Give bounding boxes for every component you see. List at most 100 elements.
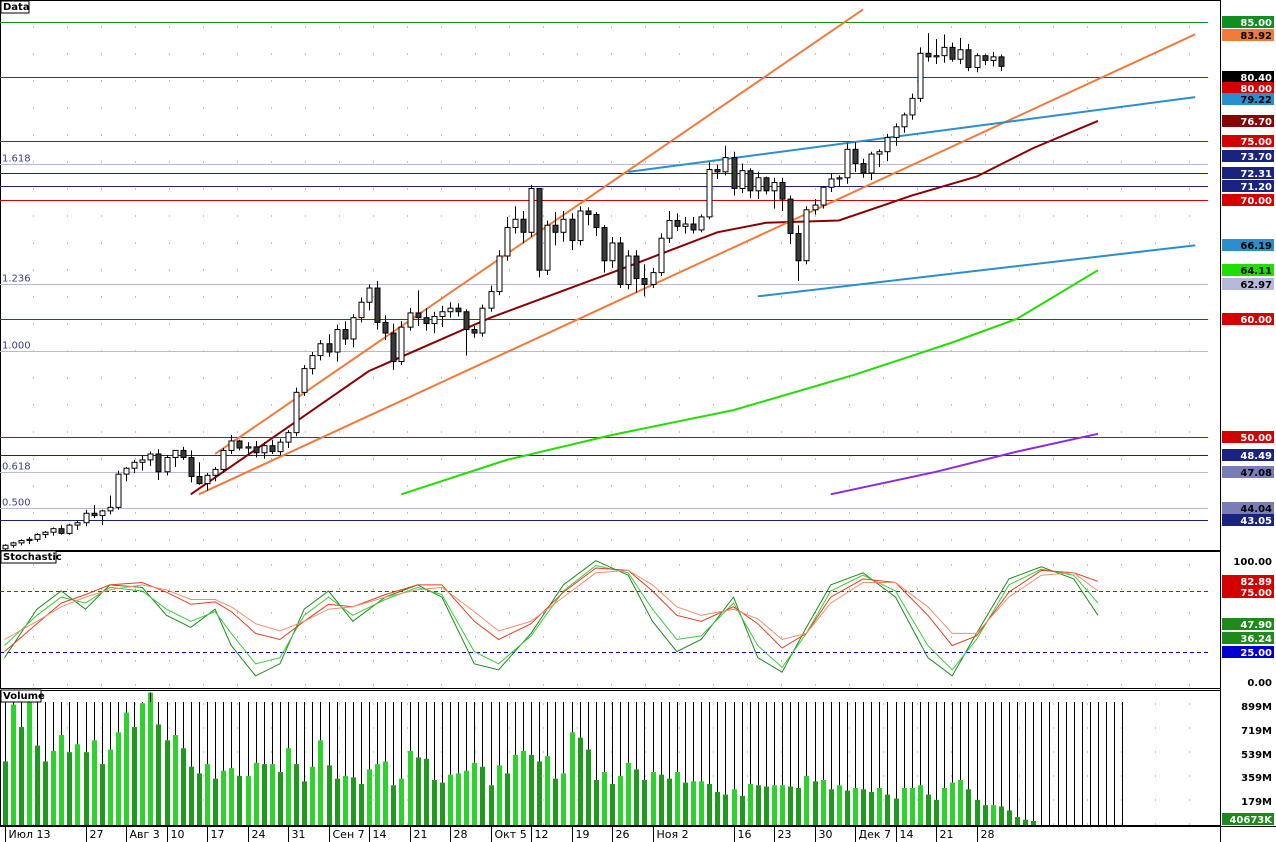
volume-bar (902, 787, 907, 825)
volume-bar (456, 773, 461, 825)
value-tag-box (1222, 466, 1274, 478)
value-tag-box (1222, 771, 1274, 783)
value-tag-label: 47.90 (1240, 620, 1272, 631)
candle-body (755, 177, 762, 192)
moving-average-line (401, 269, 1099, 496)
candle-body (512, 218, 519, 229)
candle-body (641, 278, 648, 285)
candle-body (439, 311, 446, 317)
candle-body (99, 510, 106, 517)
volume-bar (440, 782, 445, 825)
candle-body (771, 182, 778, 192)
volume-bar (578, 737, 583, 825)
value-tag-box (1222, 115, 1274, 127)
date-tick-label: 17 (211, 828, 225, 841)
value-tag-label: 47.08 (1240, 468, 1272, 479)
candle-body (326, 343, 333, 353)
stochastic-line (4, 564, 1099, 671)
value-tag-box (1222, 700, 1274, 712)
volume-bar (521, 750, 526, 825)
volume-bar (699, 781, 704, 825)
value-tag-label: 75.00 (1240, 588, 1272, 599)
value-tag-box (1222, 194, 1274, 206)
volume-bar (116, 732, 121, 825)
candle-body (552, 224, 559, 233)
value-tag-label: 60.00 (1240, 315, 1272, 326)
candle-body (447, 307, 454, 313)
candle-body (917, 52, 924, 99)
stochastic-line (4, 560, 1099, 677)
volume-bar (278, 772, 283, 825)
candle-body (58, 528, 65, 534)
volume-bar (529, 754, 534, 825)
value-tag-label: 899M (1241, 702, 1272, 713)
candle-body (301, 368, 308, 393)
stochastic-line (4, 569, 1099, 641)
volume-bar (877, 787, 882, 825)
date-tick-label: 16 (738, 828, 752, 841)
volume-bar (796, 787, 801, 825)
value-tag-label: 50.00 (1240, 433, 1272, 444)
volume-bar (683, 782, 688, 825)
candle-body (747, 170, 754, 192)
volume-bar (885, 794, 890, 825)
volume-bar (254, 762, 259, 825)
value-tag-label: 80.00 (1240, 84, 1272, 95)
volume-bar (391, 785, 396, 825)
value-tag-box (1222, 502, 1274, 514)
value-tag-label: 80.40 (1240, 73, 1272, 84)
candle-body (674, 219, 681, 227)
candle-body (228, 440, 235, 451)
candle-body (471, 329, 478, 334)
volume-bar (270, 764, 275, 825)
candle-body (658, 237, 665, 274)
date-tick-label: 23 (778, 828, 792, 841)
volume-bar (756, 785, 761, 825)
value-tag-box (1222, 239, 1274, 251)
candle-body (374, 287, 381, 323)
candle-body (164, 457, 171, 473)
fib-level-label: 1.000 (2, 341, 31, 352)
candle-body (10, 542, 17, 546)
price-panel-title: Data (3, 2, 30, 13)
candle-body (236, 440, 243, 449)
candle-body (334, 329, 341, 353)
candle-body (131, 461, 138, 469)
candle-body (463, 311, 470, 331)
value-tag-box (1222, 676, 1274, 688)
candle-body (957, 49, 964, 60)
volume-bar (343, 776, 348, 825)
value-tag-label: 79.22 (1240, 95, 1272, 106)
volume-bar (804, 776, 809, 825)
date-tick-label: 26 (616, 828, 630, 841)
volume-bar (221, 770, 226, 825)
value-tag-label: 75.00 (1240, 137, 1272, 148)
value-tag-label: 44.04 (1240, 504, 1272, 515)
value-tag-box (1222, 646, 1274, 658)
volume-bar (302, 781, 307, 825)
candle-body (415, 312, 422, 319)
volume-bar (780, 785, 785, 825)
candle-body (868, 153, 875, 174)
volume-bar (723, 794, 728, 825)
candle-body (593, 214, 600, 229)
volume-bar (642, 780, 647, 825)
volume-bar (634, 769, 639, 825)
candle-body (812, 204, 819, 211)
volume-bar (246, 776, 251, 825)
value-tag-label: 66.19 (1240, 241, 1272, 252)
value-tag-label: 40673K (1229, 815, 1273, 826)
candle-body (893, 126, 900, 138)
volume-bar (748, 783, 753, 825)
candle-body (317, 343, 324, 357)
candle-body (204, 474, 211, 485)
candle-body (974, 55, 981, 69)
volume-bar (942, 787, 947, 825)
volume-bar (983, 805, 988, 825)
volume-bar (764, 786, 769, 825)
value-tag-label: 719M (1241, 726, 1272, 737)
candle-body (220, 449, 227, 470)
volume-bar (51, 750, 56, 825)
candle-body (731, 157, 738, 189)
date-tick-label: 21 (414, 828, 428, 841)
